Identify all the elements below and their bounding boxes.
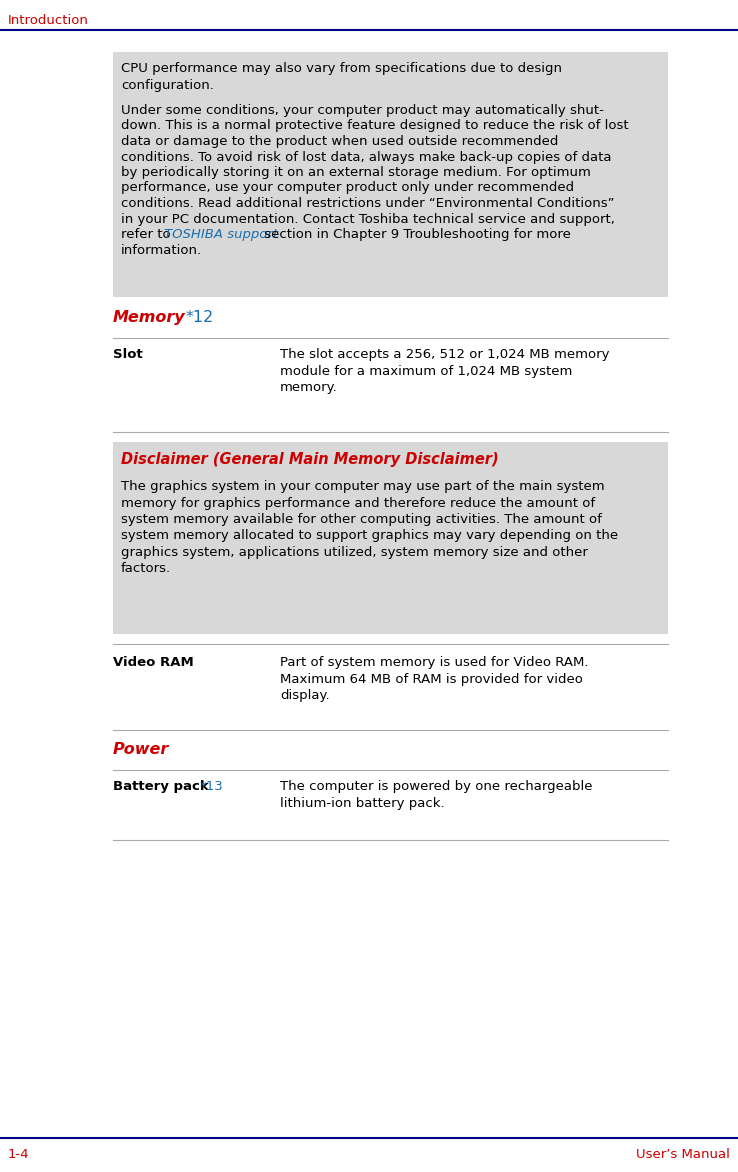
Text: User’s Manual: User’s Manual — [636, 1149, 730, 1161]
Text: Memory: Memory — [113, 311, 186, 325]
Text: The graphics system in your computer may use part of the main system
memory for : The graphics system in your computer may… — [121, 481, 618, 575]
Text: conditions. To avoid risk of lost data, always make back-up copies of data: conditions. To avoid risk of lost data, … — [121, 150, 612, 164]
Text: in your PC documentation. Contact Toshiba technical service and support,: in your PC documentation. Contact Toshib… — [121, 212, 615, 225]
Text: Battery pack: Battery pack — [113, 781, 209, 793]
Text: Power: Power — [113, 742, 169, 757]
Text: TOSHIBA support: TOSHIBA support — [164, 229, 278, 241]
Text: 1-4: 1-4 — [8, 1149, 30, 1161]
Text: *13: *13 — [200, 781, 224, 793]
Bar — [113, 442, 668, 634]
Text: *12: *12 — [186, 311, 214, 325]
Text: Disclaimer (General Main Memory Disclaimer): Disclaimer (General Main Memory Disclaim… — [121, 452, 499, 466]
Text: Slot: Slot — [113, 348, 142, 361]
Text: Video RAM: Video RAM — [113, 656, 194, 669]
Text: Part of system memory is used for Video RAM.
Maximum 64 MB of RAM is provided fo: Part of system memory is used for Video … — [280, 656, 588, 702]
Text: Introduction: Introduction — [8, 14, 89, 27]
Text: section in Chapter 9 Troubleshooting for more: section in Chapter 9 Troubleshooting for… — [260, 229, 571, 241]
Bar — [113, 52, 668, 297]
Text: conditions. Read additional restrictions under “Environmental Conditions”: conditions. Read additional restrictions… — [121, 197, 615, 210]
Text: refer to: refer to — [121, 229, 175, 241]
Text: down. This is a normal protective feature designed to reduce the risk of lost: down. This is a normal protective featur… — [121, 120, 629, 132]
Text: The computer is powered by one rechargeable
lithium-ion battery pack.: The computer is powered by one rechargea… — [280, 781, 593, 810]
Text: data or damage to the product when used outside recommended: data or damage to the product when used … — [121, 135, 559, 148]
Text: CPU performance may also vary from specifications due to design
configuration.: CPU performance may also vary from speci… — [121, 62, 562, 91]
Text: information.: information. — [121, 244, 202, 257]
Text: The slot accepts a 256, 512 or 1,024 MB memory
module for a maximum of 1,024 MB : The slot accepts a 256, 512 or 1,024 MB … — [280, 348, 610, 394]
Text: by periodically storing it on an external storage medium. For optimum: by periodically storing it on an externa… — [121, 166, 591, 179]
Text: Under some conditions, your computer product may automatically shut-: Under some conditions, your computer pro… — [121, 104, 604, 117]
Text: performance, use your computer product only under recommended: performance, use your computer product o… — [121, 182, 574, 195]
